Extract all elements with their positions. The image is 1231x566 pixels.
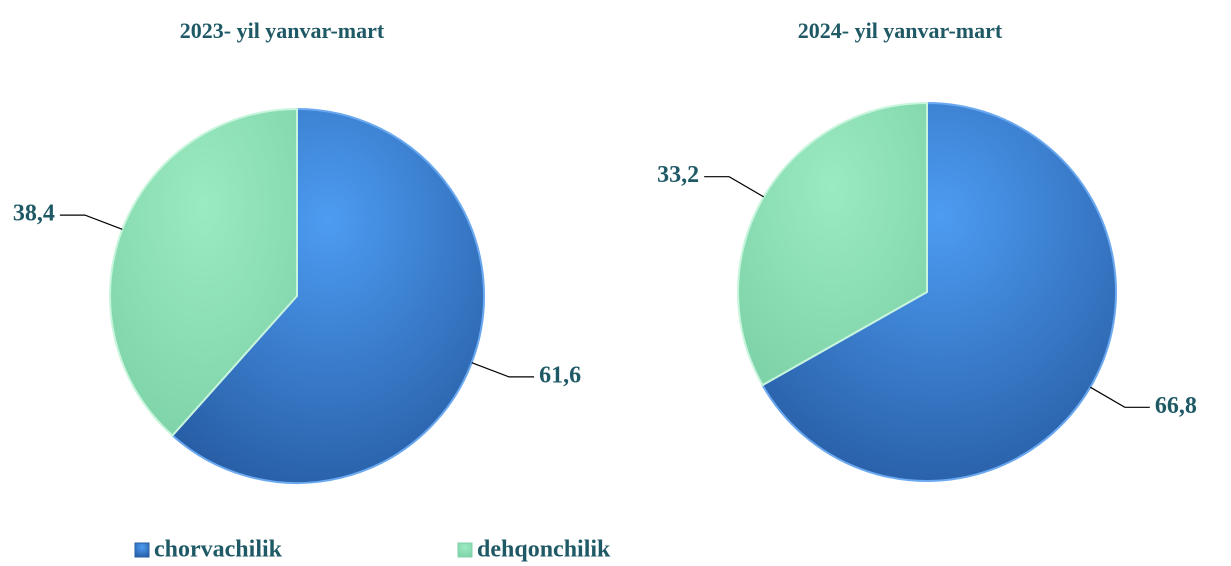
- leader-line: [471, 362, 535, 378]
- data-label: 38,4: [13, 201, 55, 227]
- chart-title: 2024- yil yanvar-mart: [798, 18, 1003, 43]
- chart-title: 2023- yil yanvar-mart: [180, 18, 385, 43]
- legend-swatch: [134, 542, 150, 558]
- data-label: 66,8: [1155, 393, 1197, 419]
- leader-line: [1089, 386, 1150, 408]
- legend-label: dehqonchilik: [477, 537, 611, 563]
- pie-slice: [737, 101, 928, 387]
- legend-label: chorvachilik: [154, 537, 283, 563]
- data-label: 33,2: [657, 162, 699, 188]
- legend-swatch: [457, 542, 473, 558]
- leader-line: [59, 214, 123, 230]
- data-label: 61,6: [539, 362, 581, 388]
- pie-slice: [109, 107, 298, 437]
- leader-line: [704, 176, 765, 198]
